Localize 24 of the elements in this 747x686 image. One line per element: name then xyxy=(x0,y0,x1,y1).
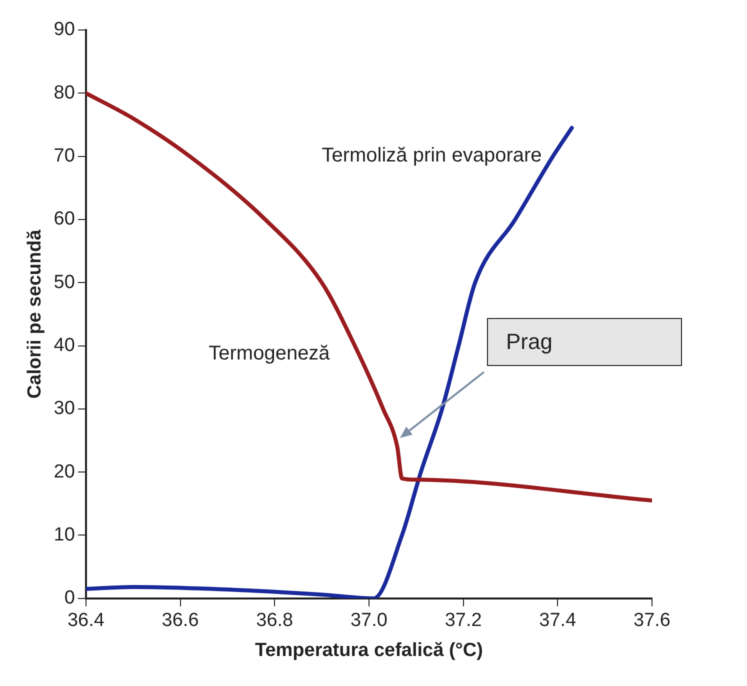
y-tick-label: 80 xyxy=(54,82,75,104)
y-tick-label: 40 xyxy=(54,335,75,356)
x-axis-title: Temperatura cefalică (°C) xyxy=(255,640,483,661)
y-tick-label: 30 xyxy=(54,398,75,420)
y-tick-label: 50 xyxy=(54,272,75,293)
line-series xyxy=(86,126,574,598)
x-tick-label: 36.8 xyxy=(256,610,294,632)
series-label: Termogeneză xyxy=(208,342,331,364)
y-tick-label: 10 xyxy=(54,524,75,546)
x-tick-label: 36.4 xyxy=(67,610,105,632)
y-tick-label: 70 xyxy=(54,146,75,167)
y-axis-title: Calorii pe secundă xyxy=(24,229,46,399)
x-tick-label: 37.6 xyxy=(634,610,670,632)
callout-box: Prag xyxy=(487,318,682,366)
line-series xyxy=(86,91,652,503)
y-tick-label: 20 xyxy=(54,461,75,482)
x-tick-label: 37.2 xyxy=(444,610,482,632)
series-label: Termoliză prin evaporare xyxy=(322,144,542,166)
y-tick-label: 0 xyxy=(64,588,75,609)
y-tick-label: 90 xyxy=(54,19,75,40)
x-tick-label: 37.0 xyxy=(350,610,388,632)
x-tick-label: 37.4 xyxy=(539,610,577,632)
y-tick-label: 60 xyxy=(54,208,75,230)
x-tick-label: 36.6 xyxy=(162,610,199,632)
